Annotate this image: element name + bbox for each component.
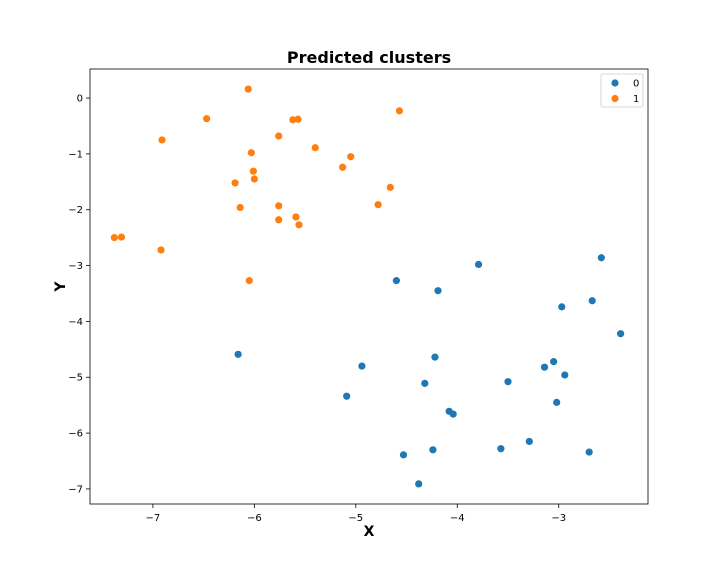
plot-area [89, 68, 649, 505]
point-cluster-0-10 [550, 358, 558, 366]
point-cluster-0-17 [449, 410, 457, 418]
point-cluster-0-12 [561, 371, 569, 379]
point-cluster-0-19 [525, 437, 533, 446]
x-tick-label: −7 [146, 513, 161, 524]
point-cluster-1-8 [247, 149, 255, 157]
points-layer [110, 85, 625, 488]
point-cluster-0-5 [558, 303, 566, 311]
point-cluster-0-4 [588, 297, 596, 305]
point-cluster-0-21 [429, 446, 437, 454]
point-cluster-1-24 [245, 277, 253, 285]
point-cluster-0-6 [617, 330, 625, 338]
point-cluster-1-2 [203, 115, 211, 123]
x-tick-label: −3 [551, 513, 566, 524]
x-axis-ticks: −7 −6 −5 −4 −3 [146, 504, 566, 524]
legend-marker-1 [611, 94, 619, 103]
y-tick-label: −2 [68, 205, 83, 216]
x-tick-label: −5 [348, 513, 363, 524]
legend-marker-0 [611, 79, 619, 87]
chart-title: Predicted clusters [287, 48, 451, 67]
point-cluster-0-23 [399, 451, 408, 459]
y-tick-label: 0 [77, 94, 83, 105]
point-cluster-1-23 [157, 246, 165, 254]
legend: 01 [600, 73, 644, 108]
point-cluster-0-18 [553, 398, 561, 406]
y-tick-label: −3 [68, 261, 83, 272]
point-cluster-1-13 [231, 179, 239, 187]
point-cluster-1-12 [250, 175, 258, 183]
point-cluster-1-19 [275, 216, 283, 224]
point-cluster-1-11 [249, 167, 257, 175]
point-cluster-0-22 [585, 448, 593, 456]
point-cluster-1-10 [339, 163, 347, 171]
y-tick-label: −5 [68, 373, 83, 384]
point-cluster-1-14 [386, 183, 394, 191]
point-cluster-0-24 [415, 480, 423, 488]
point-cluster-1-9 [347, 153, 355, 161]
point-cluster-0-13 [504, 378, 512, 386]
point-cluster-1-20 [295, 221, 303, 229]
point-cluster-1-21 [110, 234, 118, 242]
point-cluster-0-20 [497, 445, 505, 453]
x-axis-title: X [364, 524, 375, 540]
legend-label-0: 0 [633, 79, 639, 90]
legend-label-1: 1 [633, 94, 639, 105]
x-tick-label: −6 [247, 513, 262, 524]
point-cluster-1-16 [236, 203, 244, 212]
y-axis-title: Y [53, 281, 69, 293]
point-cluster-1-0 [244, 85, 252, 93]
point-cluster-0-1 [434, 287, 442, 295]
point-cluster-0-9 [431, 353, 439, 361]
point-cluster-1-17 [275, 202, 283, 210]
point-cluster-0-2 [474, 260, 483, 269]
point-cluster-1-18 [292, 213, 300, 221]
x-tick-label: −4 [450, 513, 465, 524]
point-cluster-1-15 [374, 201, 382, 209]
point-cluster-1-1 [395, 107, 404, 115]
point-cluster-0-11 [540, 363, 549, 371]
point-cluster-1-22 [117, 233, 126, 241]
y-tick-label: −4 [68, 317, 83, 328]
y-tick-label: −1 [68, 149, 83, 160]
point-cluster-0-15 [343, 392, 351, 400]
point-cluster-1-7 [311, 144, 319, 152]
point-cluster-0-3 [597, 254, 605, 262]
point-cluster-1-4 [294, 115, 302, 123]
point-cluster-0-7 [234, 350, 242, 358]
y-axis-ticks: 0 −1 −2 −3 −4 −5 −6 −7 [68, 94, 90, 495]
y-tick-label: −6 [68, 429, 83, 440]
point-cluster-1-5 [158, 136, 166, 144]
point-cluster-0-14 [421, 379, 429, 387]
point-cluster-0-0 [392, 277, 400, 285]
y-tick-label: −7 [68, 484, 83, 495]
point-cluster-0-8 [358, 362, 366, 370]
point-cluster-1-6 [275, 132, 283, 140]
